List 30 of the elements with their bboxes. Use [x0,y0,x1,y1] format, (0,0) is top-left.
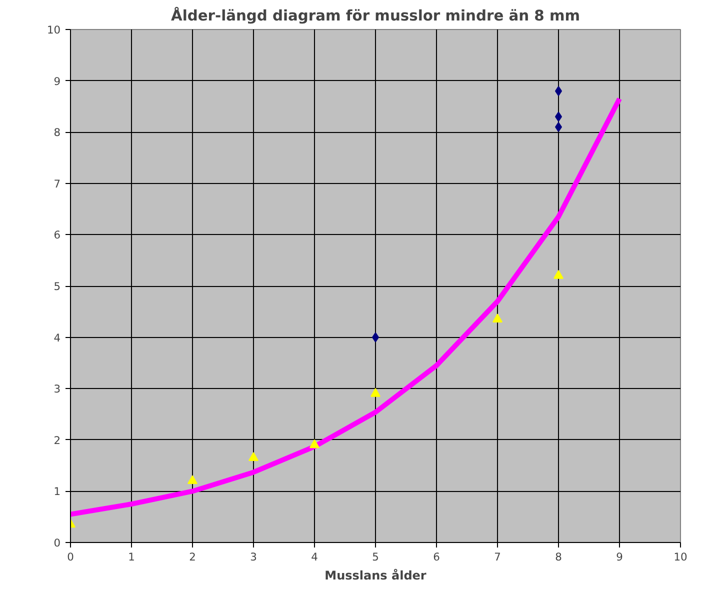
y-tick-label: 7 [54,177,60,190]
y-tick-label: 2 [54,434,60,447]
y-tick-label: 9 [54,74,61,88]
y-tick-label: 1 [54,485,60,498]
x-tick-label: 1 [128,550,135,564]
x-tick-label: 2 [189,550,196,564]
x-tick-label: 6 [433,550,440,564]
point [310,439,320,448]
y-tick-label: 5 [54,280,60,293]
x-tick-label: 0 [67,550,74,564]
point [248,452,258,461]
x-tick-label: 7 [494,550,501,564]
x-tick-label: 9 [616,550,624,564]
x-tick-label: 8 [555,550,562,564]
chart-title: Ålder-längd diagram för musslor mindre än 8 mm [170,6,580,24]
point [370,388,380,397]
point [188,475,198,484]
point [492,314,502,322]
x-axis-title: Musslans ålder [324,568,426,582]
y-tick-label: 3 [54,382,60,396]
x-tick-label: 5 [372,550,379,564]
y-tick-label: 10 [46,24,61,36]
point [554,270,564,279]
x-tick-label: 4 [311,550,318,564]
y-tick-label: 8 [54,126,61,140]
x-tick-label: 10 [674,550,688,564]
x-tick-label: 3 [250,550,257,564]
y-tick-label: 4 [54,331,61,344]
y-tick-label: 6 [54,228,61,242]
y-tick-label: 0 [54,536,61,550]
